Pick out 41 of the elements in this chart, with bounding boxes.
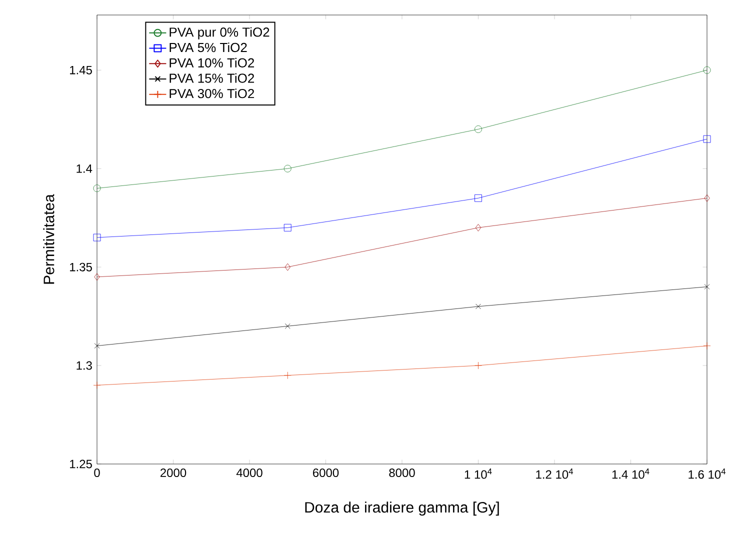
point xyxy=(475,224,482,232)
point xyxy=(93,234,101,242)
point xyxy=(704,194,710,202)
point xyxy=(474,362,482,370)
x-tick-label: 1.6 10$^{4}$ xyxy=(688,468,726,479)
point xyxy=(704,284,710,290)
y-tick-label: 1.25 xyxy=(70,460,92,468)
point xyxy=(284,224,292,232)
y-tick-label: 1.4 xyxy=(76,164,92,173)
x-tick-label: 6000 xyxy=(313,468,339,478)
y-tick-label: 1.35 xyxy=(70,262,92,272)
x-tick-label: 4000 xyxy=(236,468,262,478)
legend-label: PVA 30% TiO2 xyxy=(170,88,254,98)
point xyxy=(93,382,101,389)
point xyxy=(703,135,711,143)
x-tick-label: 8000 xyxy=(389,468,415,478)
x-tick-label: 1.4 10$^{4}$ xyxy=(612,468,650,479)
x-tick-label: 1 10$^{4}$ xyxy=(464,468,492,479)
legend-label: PVA 5% TiO2 xyxy=(170,42,247,52)
point xyxy=(284,263,290,271)
legend-label: PVA 10% TiO2 xyxy=(170,58,254,68)
point xyxy=(476,304,481,310)
point xyxy=(474,126,482,133)
point xyxy=(284,164,292,172)
point xyxy=(94,343,100,349)
point xyxy=(94,273,100,281)
y-axis-title: Permitivitatea xyxy=(43,194,54,284)
point xyxy=(703,342,711,350)
y-tick-label: 1.45 xyxy=(70,66,92,74)
legend-label: PVA pur 0% TiO2 xyxy=(170,27,270,40)
y-tick-label: 1.3 xyxy=(76,361,92,370)
x-tick-label: 0 xyxy=(94,468,100,478)
x-axis-title: Doza de iradiere gamma [Gy] xyxy=(305,502,499,516)
point xyxy=(284,372,292,380)
point xyxy=(703,66,711,74)
point xyxy=(93,184,101,192)
point xyxy=(284,323,290,329)
point xyxy=(474,194,482,202)
legend-label: PVA 15% TiO2 xyxy=(170,73,254,83)
x-tick-label: 2000 xyxy=(160,468,186,478)
x-tick-label: 1.2 10$^{4}$ xyxy=(536,468,574,479)
